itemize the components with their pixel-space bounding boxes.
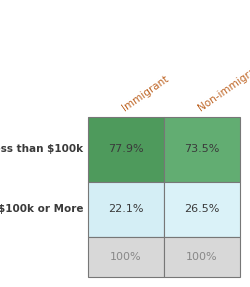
Text: 26.5%: 26.5% bbox=[184, 205, 220, 214]
Text: Non-immigrant: Non-immigrant bbox=[196, 60, 250, 113]
Text: 100%: 100% bbox=[110, 252, 142, 262]
Bar bbox=[164, 182, 240, 237]
Text: 73.5%: 73.5% bbox=[184, 144, 220, 154]
Text: 100%: 100% bbox=[186, 252, 218, 262]
Bar bbox=[164, 237, 240, 277]
Bar bbox=[164, 117, 240, 182]
Text: Immigrant: Immigrant bbox=[120, 74, 170, 113]
Text: 22.1%: 22.1% bbox=[108, 205, 144, 214]
Bar bbox=[88, 117, 164, 182]
Text: $100k or More: $100k or More bbox=[0, 205, 83, 214]
Bar bbox=[88, 237, 164, 277]
Text: Less than $100k: Less than $100k bbox=[0, 144, 83, 154]
Bar bbox=[88, 182, 164, 237]
Text: 77.9%: 77.9% bbox=[108, 144, 144, 154]
